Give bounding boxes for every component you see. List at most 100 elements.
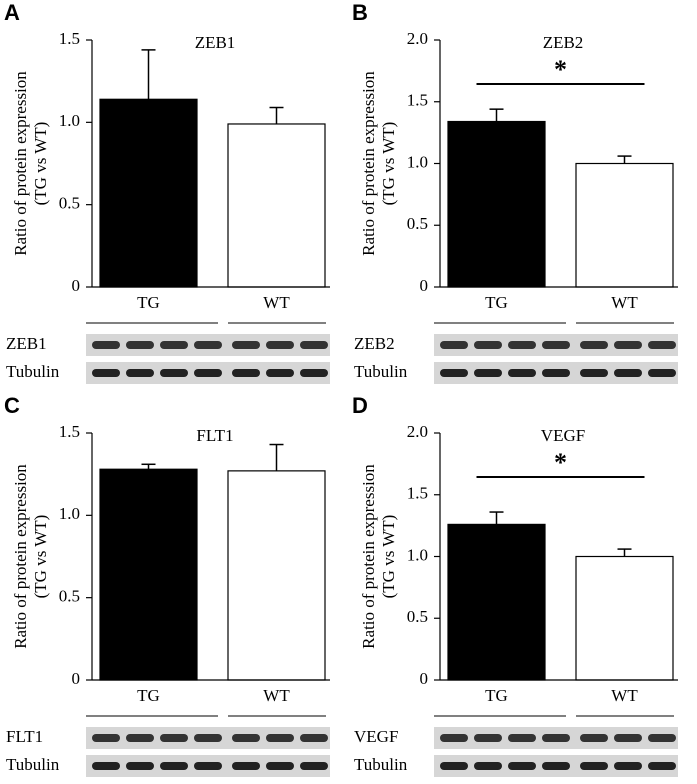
bar: [99, 468, 198, 681]
chart-title: ZEB2: [543, 33, 584, 52]
x-tick-label: TG: [137, 293, 160, 312]
chart-title: FLT1: [196, 426, 233, 445]
blot-band: [126, 734, 154, 742]
x-tick-label: WT: [611, 686, 638, 705]
y-axis-label: (TG vs WT): [31, 515, 50, 599]
blot-label: FLT1: [6, 727, 43, 746]
panel-label: C: [4, 393, 20, 418]
blot-band: [440, 369, 468, 377]
y-axis-label: (TG vs WT): [379, 122, 398, 206]
blot-band: [300, 369, 328, 377]
y-tick-label: 1.5: [59, 29, 80, 48]
blot-band: [194, 369, 222, 377]
y-tick-label: 1.0: [59, 111, 80, 130]
blot-band: [614, 734, 642, 742]
blot-band: [300, 762, 328, 770]
blot-band: [194, 762, 222, 770]
blot-band: [580, 734, 608, 742]
bar: [227, 123, 326, 288]
y-tick-label: 2.0: [407, 29, 428, 48]
blot-band: [92, 341, 120, 349]
blot-band: [266, 369, 294, 377]
blot-band: [508, 341, 536, 349]
y-tick-label: 0: [420, 669, 429, 688]
blot-band: [160, 734, 188, 742]
blot-band: [614, 762, 642, 770]
y-tick-label: 0: [420, 276, 429, 295]
panel-label: A: [4, 0, 20, 25]
blot-band: [300, 734, 328, 742]
blot-band: [126, 762, 154, 770]
y-tick-label: 0: [72, 669, 81, 688]
significance-mark: *: [554, 448, 567, 477]
blot-band: [92, 762, 120, 770]
y-tick-label: 0.5: [407, 214, 428, 233]
blot-band: [508, 369, 536, 377]
y-axis-label: (TG vs WT): [31, 122, 50, 206]
blot-band: [232, 762, 260, 770]
blot-label: Tubulin: [354, 755, 408, 774]
blot-band: [614, 341, 642, 349]
chart-title: VEGF: [541, 426, 585, 445]
blot-band: [266, 341, 294, 349]
blot-band: [474, 762, 502, 770]
x-tick-label: WT: [263, 686, 290, 705]
y-tick-label: 1.0: [59, 504, 80, 523]
blot-band: [160, 762, 188, 770]
panel-label: B: [352, 0, 368, 25]
y-tick-label: 0.5: [407, 607, 428, 626]
x-tick-label: TG: [485, 293, 508, 312]
blot-band: [440, 341, 468, 349]
blot-band: [92, 734, 120, 742]
blot-band: [542, 341, 570, 349]
blot-band: [474, 734, 502, 742]
blot-band: [580, 341, 608, 349]
blot-band: [474, 369, 502, 377]
blot-band: [194, 341, 222, 349]
blot-band: [440, 762, 468, 770]
blot-band: [508, 762, 536, 770]
x-tick-label: WT: [263, 293, 290, 312]
blot-band: [648, 341, 676, 349]
blot-band: [474, 341, 502, 349]
y-tick-label: 1.0: [407, 152, 428, 171]
blot-band: [542, 762, 570, 770]
blot-band: [232, 734, 260, 742]
y-axis-label: Ratio of protein expression: [359, 71, 378, 256]
y-tick-label: 2.0: [407, 422, 428, 441]
blot-band: [580, 369, 608, 377]
bar: [447, 120, 546, 288]
blot-band: [648, 369, 676, 377]
y-tick-label: 1.0: [407, 545, 428, 564]
x-tick-label: TG: [485, 686, 508, 705]
bar: [227, 470, 326, 681]
blot-band: [648, 734, 676, 742]
y-axis-label: Ratio of protein expression: [359, 464, 378, 649]
bar: [575, 162, 674, 288]
y-tick-label: 0.5: [59, 194, 80, 213]
blot-band: [614, 369, 642, 377]
blot-band: [266, 762, 294, 770]
significance-mark: *: [554, 55, 567, 84]
blot-band: [194, 734, 222, 742]
y-tick-label: 1.5: [59, 422, 80, 441]
y-tick-label: 0.5: [59, 587, 80, 606]
panel-label: D: [352, 393, 368, 418]
blot-band: [160, 341, 188, 349]
blot-band: [300, 341, 328, 349]
blot-band: [648, 762, 676, 770]
blot-label: Tubulin: [6, 755, 60, 774]
blot-band: [126, 341, 154, 349]
y-tick-label: 1.5: [407, 91, 428, 110]
y-axis-label: Ratio of protein expression: [11, 464, 30, 649]
y-axis-label: Ratio of protein expression: [11, 71, 30, 256]
blot-label: Tubulin: [354, 362, 408, 381]
blot-label: Tubulin: [6, 362, 60, 381]
y-tick-label: 1.5: [407, 484, 428, 503]
blot-band: [580, 762, 608, 770]
blot-band: [508, 734, 536, 742]
bar: [99, 98, 198, 288]
x-tick-label: WT: [611, 293, 638, 312]
bar: [575, 555, 674, 681]
